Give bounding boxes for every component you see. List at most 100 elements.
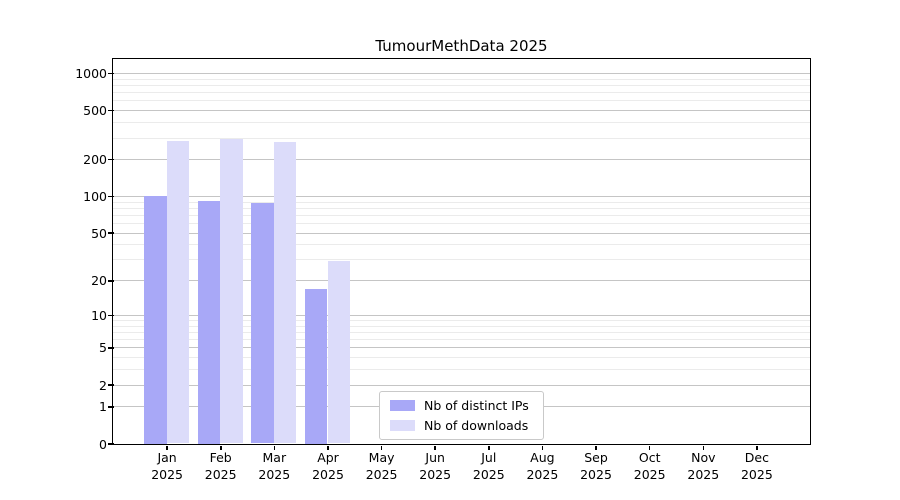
x-tick-label-apr: Apr 2025: [300, 450, 356, 483]
x-tick-year: 2025: [204, 466, 237, 482]
x-tick-label-jan: Jan 2025: [139, 450, 195, 483]
chart-title: TumourMethData 2025: [375, 37, 548, 55]
x-tick-month: Oct: [638, 450, 661, 465]
y-tick-mark-2: [108, 384, 114, 386]
x-tick-label-dec: Dec 2025: [729, 450, 785, 483]
x-tick-label-feb: Feb 2025: [193, 450, 249, 483]
y-gridline-minor-9: [113, 320, 810, 321]
y-tick-mark-100: [108, 195, 114, 198]
y-gridline-minor-600: [113, 100, 810, 102]
bar-jan-distinct-ips: [144, 196, 167, 444]
y-gridline-minor-90: [113, 201, 810, 203]
x-tick-year: 2025: [633, 466, 666, 482]
x-tick-mark-jul: [488, 445, 490, 450]
y-gridline-minor-400: [113, 122, 810, 124]
legend-label-downloads: Nb of downloads: [424, 418, 529, 434]
legend-swatch-downloads-icon: [390, 420, 415, 432]
y-tick-label-2: 2: [99, 377, 107, 393]
x-tick-month: Feb: [209, 450, 232, 465]
x-tick-mark-aug: [541, 445, 544, 450]
x-tick-label-sep: Sep 2025: [568, 450, 624, 483]
bar-mar-distinct-ips: [251, 203, 274, 444]
bar-feb-downloads: [220, 138, 243, 444]
x-tick-label-nov: Nov 2025: [675, 450, 731, 483]
y-gridline-100: [113, 196, 810, 197]
y-tick-label-10: 10: [91, 307, 107, 323]
y-gridline-minor-800: [113, 85, 810, 86]
x-tick-mark-dec: [756, 445, 758, 450]
y-tick-label-5: 5: [99, 340, 107, 356]
y-gridline-minor-300: [113, 137, 810, 139]
x-tick-mark-sep: [595, 445, 597, 450]
x-tick-label-mar: Mar 2025: [246, 450, 302, 483]
y-tick-mark-1: [108, 406, 114, 408]
legend-swatch-distinct-ips-icon: [390, 399, 415, 411]
y-tick-label-0: 0: [99, 436, 107, 452]
y-tick-label-200: 200: [83, 152, 107, 168]
x-tick-month: Dec: [744, 450, 769, 465]
x-tick-month: Jun: [425, 450, 445, 465]
x-tick-month: Apr: [317, 450, 339, 465]
y-tick-mark-20: [108, 280, 114, 282]
x-tick-month: Sep: [584, 450, 608, 465]
y-gridline-minor-80: [113, 207, 810, 209]
y-gridline-minor-900: [113, 78, 810, 80]
y-tick-label-50: 50: [91, 225, 107, 241]
x-tick-month: Aug: [530, 450, 555, 465]
legend-row-downloads: Nb of downloads: [380, 416, 543, 437]
y-tick-mark-200: [108, 158, 114, 161]
y-gridline-minor-70: [113, 214, 810, 216]
y-gridline-minor-3: [113, 369, 810, 371]
y-tick-mark-5: [108, 347, 114, 349]
y-tick-mark-50: [108, 232, 114, 234]
plot-area: [112, 58, 811, 445]
x-tick-month: Jul: [481, 450, 497, 465]
bar-apr-downloads: [327, 261, 351, 444]
x-tick-year: 2025: [687, 466, 720, 482]
x-tick-mark-nov: [702, 445, 704, 450]
x-tick-mark-oct: [648, 445, 651, 450]
y-tick-label-500: 500: [83, 103, 107, 119]
bar-feb-distinct-ips: [197, 201, 221, 444]
y-tick-label-100: 100: [83, 189, 107, 204]
x-tick-label-aug: Aug 2025: [514, 450, 570, 483]
y-gridline-2: [113, 384, 810, 386]
y-gridline-200: [113, 159, 810, 161]
y-tick-label-1000: 1000: [75, 66, 107, 82]
bar-jan-downloads: [166, 141, 190, 444]
y-gridline-minor-8: [113, 325, 810, 327]
x-tick-year: 2025: [472, 466, 505, 482]
y-tick-label-1: 1: [99, 399, 107, 415]
x-tick-year: 2025: [365, 466, 398, 482]
y-gridline-minor-6: [113, 339, 810, 341]
bar-apr-distinct-ips: [304, 288, 328, 444]
y-gridline-minor-700: [113, 92, 810, 94]
x-tick-mark-jun: [434, 445, 436, 450]
x-tick-year: 2025: [419, 466, 452, 482]
y-gridline-minor-60: [113, 223, 810, 225]
x-tick-mark-apr: [327, 445, 329, 450]
x-tick-mark-mar: [273, 445, 276, 450]
y-gridline-20: [113, 280, 810, 282]
y-gridline-10: [113, 314, 810, 316]
x-tick-mark-jan: [166, 445, 168, 450]
y-gridline-minor-30: [113, 259, 810, 261]
y-gridline-5: [113, 347, 810, 349]
y-tick-label-20: 20: [91, 273, 107, 289]
legend-label-distinct-ips: Nb of distinct IPs: [424, 397, 529, 413]
bar-mar-downloads: [273, 142, 297, 444]
y-tick-mark-10: [108, 314, 114, 317]
x-tick-year: 2025: [151, 466, 183, 482]
y-gridline-minor-7: [113, 332, 810, 333]
y-gridline-minor-4: [113, 357, 810, 359]
y-gridline-50: [113, 232, 810, 234]
x-tick-label-jul: Jul 2025: [461, 450, 517, 483]
x-tick-year: 2025: [258, 466, 291, 482]
x-tick-label-oct: Oct 2025: [622, 450, 678, 483]
y-gridline-500: [113, 110, 810, 112]
x-tick-year: 2025: [740, 466, 773, 482]
x-tick-year: 2025: [580, 466, 612, 482]
x-tick-label-may: May 2025: [354, 450, 410, 483]
x-tick-month: May: [368, 450, 395, 465]
